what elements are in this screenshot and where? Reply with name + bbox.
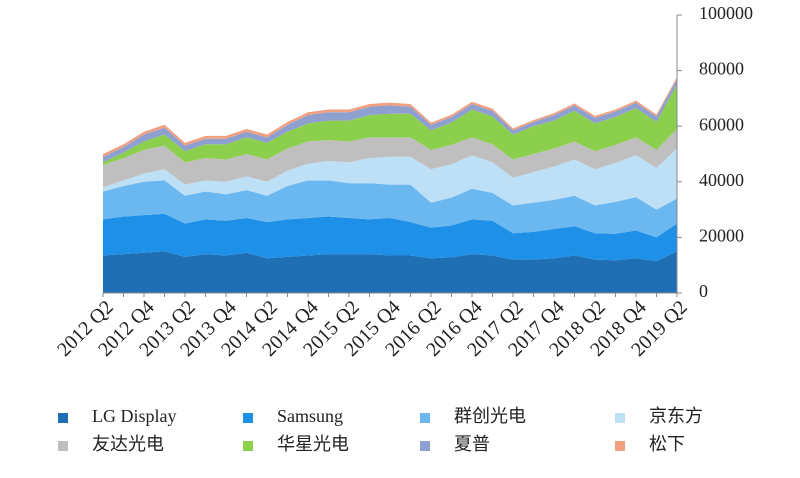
legend-label: 友达光电 [92, 434, 164, 454]
legend-label: 群创光电 [454, 406, 526, 426]
area [103, 213, 677, 262]
legend-label: 松下 [649, 434, 685, 454]
legend-swatch [420, 441, 430, 451]
legend-swatch [58, 413, 68, 423]
legend-label: 京东方 [649, 406, 703, 426]
legend-swatch [615, 441, 625, 451]
y-tick-label: 20000 [699, 226, 744, 246]
legend-label: LG Display [92, 406, 177, 426]
y-tick-label: 0 [699, 281, 708, 301]
area [103, 180, 677, 238]
y-tick-label: 40000 [699, 170, 744, 190]
area [103, 251, 677, 293]
legend-label: 夏普 [454, 434, 490, 454]
area [103, 148, 677, 210]
y-tick-label: 100000 [699, 3, 753, 23]
area [103, 128, 677, 188]
area [103, 84, 677, 166]
legend-swatch [243, 441, 253, 451]
legend-swatch [243, 413, 253, 423]
legend-label: 华星光电 [277, 434, 349, 454]
legend-label: Samsung [277, 406, 343, 426]
legend-swatch [58, 441, 68, 451]
y-tick-label: 60000 [699, 114, 744, 134]
y-tick-label: 80000 [699, 59, 744, 79]
legend-swatch [615, 413, 625, 423]
legend-swatch [420, 413, 430, 423]
